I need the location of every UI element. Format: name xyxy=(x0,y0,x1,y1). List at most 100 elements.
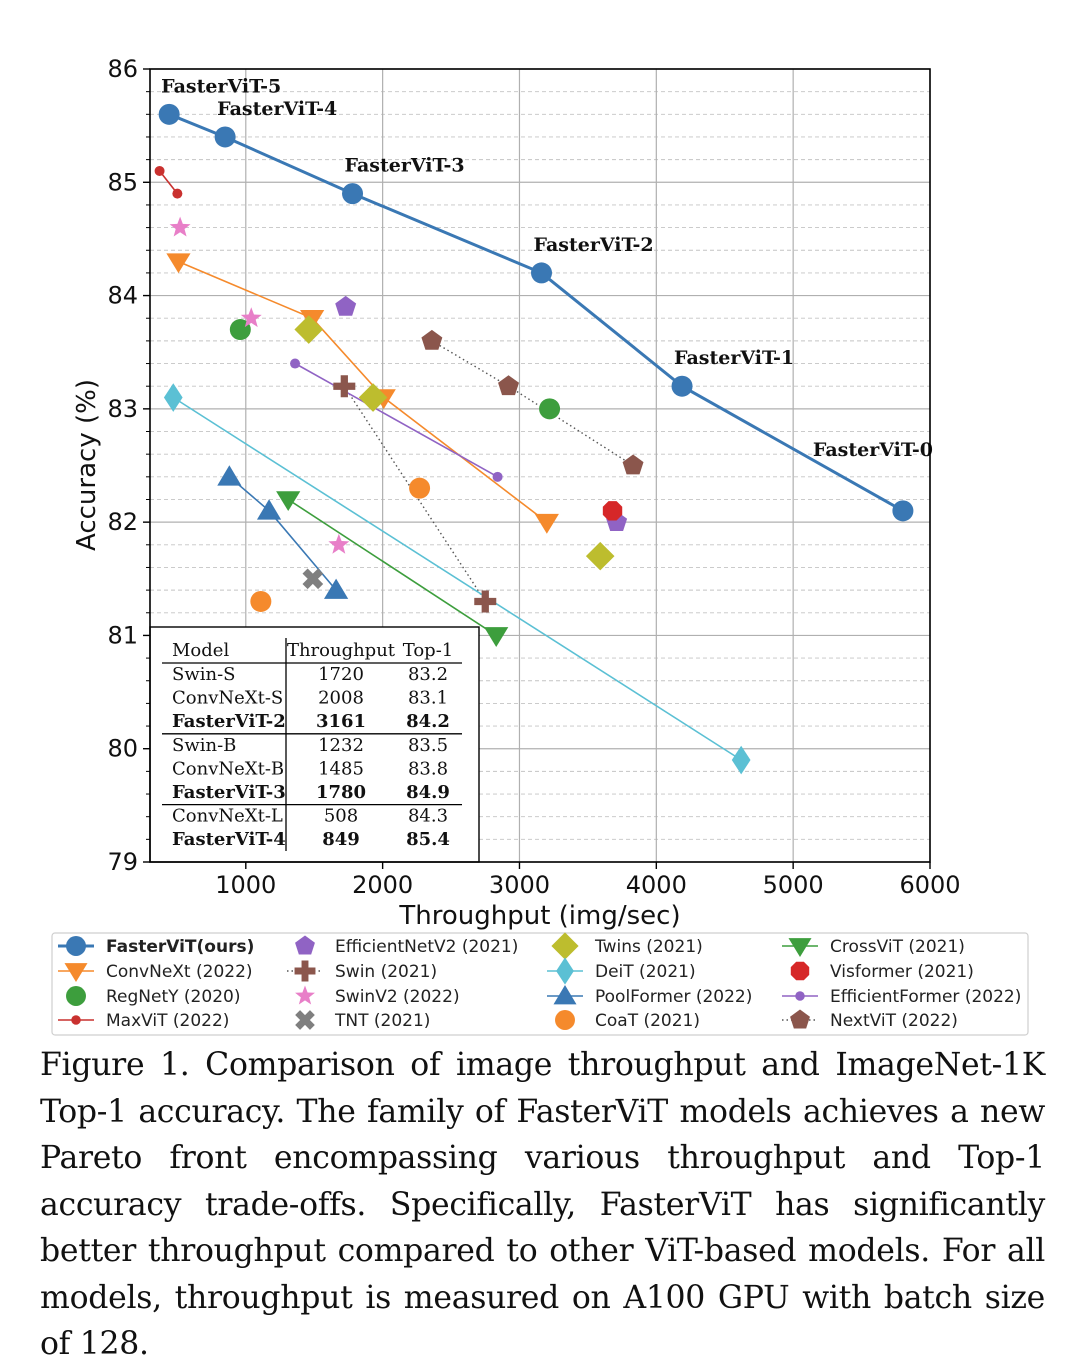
table-box xyxy=(149,626,480,863)
table-cell: 83.2 xyxy=(408,664,448,685)
x-tick-label: 6000 xyxy=(899,871,960,899)
poolformer-point xyxy=(324,578,349,599)
tnt-point-shape xyxy=(302,568,324,590)
table-row: FasterViT-2 3161 84.2 xyxy=(172,711,450,732)
table-cell: FasterViT-2 xyxy=(172,711,286,732)
table-row: ConvNeXt-B 1485 83.8 xyxy=(172,758,448,779)
legend-marker xyxy=(556,957,574,985)
comparison-table: Model Throughput Top-1 Swin-S 1720 83.2 ConvNe… xyxy=(149,626,480,863)
convnext-point xyxy=(166,253,191,274)
legend-label: NextViT (2022) xyxy=(830,1011,958,1031)
legend-label: SwinV2 (2022) xyxy=(335,987,460,1007)
efficientformer-point xyxy=(290,358,301,369)
fastervit-point xyxy=(158,103,180,125)
legend-item: SwinV2 (2022) xyxy=(295,985,460,1007)
nextvit-point xyxy=(622,454,644,475)
point-label: FasterViT-0 xyxy=(813,439,933,461)
legend-item: CoaT (2021) xyxy=(555,1010,700,1031)
point-label: FasterViT-2 xyxy=(534,234,654,256)
efficientformer-line xyxy=(294,362,498,478)
table-cell: 1780 xyxy=(316,782,366,803)
table-row: FasterViT-4 849 85.4 xyxy=(172,829,450,850)
table-row: ConvNeXt-L 508 84.3 xyxy=(172,806,448,827)
legend-item: NextViT (2022) xyxy=(782,1009,958,1031)
fastervit-point xyxy=(671,375,693,397)
point-label: FasterViT-1 xyxy=(674,347,794,369)
table-header-cell: Model xyxy=(172,640,229,661)
table-row: Swin-S 1720 83.2 xyxy=(172,664,448,685)
table-cell: 849 xyxy=(322,829,360,850)
legend-marker xyxy=(295,935,315,955)
table-cell: FasterViT-4 xyxy=(172,829,286,850)
y-tick-label: 79 xyxy=(107,848,138,876)
table-header-cell: Top-1 xyxy=(403,640,454,661)
table-header: Model Throughput Top-1 xyxy=(172,640,453,661)
efficientformer-point xyxy=(492,471,503,482)
legend-marker xyxy=(551,932,579,960)
maxvit-point xyxy=(172,188,183,199)
legend-label: Swin (2021) xyxy=(335,962,437,982)
convnext-line xyxy=(178,260,548,523)
x-tick-label: 5000 xyxy=(763,871,824,899)
table-row: Swin-B 1232 83.5 xyxy=(172,735,448,756)
legend-marker xyxy=(790,961,810,981)
legend-label: CrossViT (2021) xyxy=(830,937,965,957)
legend-item: PoolFormer (2022) xyxy=(547,985,752,1007)
coat-point xyxy=(409,477,431,499)
regnety-point xyxy=(539,398,561,420)
legend-marker xyxy=(295,1010,315,1030)
point-label: FasterViT-5 xyxy=(161,75,281,97)
axis-ticks: 79 80 81 82 83 84 85 86 1000 2000 3000 4000 5000 6000 xyxy=(107,55,960,899)
table-cell: 84.2 xyxy=(406,711,450,732)
table-cell: 508 xyxy=(324,806,358,827)
swin-point xyxy=(333,375,356,398)
swinv2-point xyxy=(169,216,191,237)
legend-label: RegNetY (2020) xyxy=(106,987,240,1007)
nextvit-point xyxy=(421,329,443,350)
fastervit-point xyxy=(892,500,914,522)
twins-point xyxy=(585,541,615,571)
y-tick-label: 82 xyxy=(107,508,138,536)
coat-point xyxy=(250,590,272,612)
table-cell: 85.4 xyxy=(406,829,450,850)
legend-item: CrossViT (2021) xyxy=(782,937,965,957)
crossvit-line xyxy=(287,498,497,637)
tnt-point xyxy=(302,568,324,590)
table-cell: Swin-S xyxy=(172,664,236,685)
twins-point xyxy=(294,315,324,344)
deit-line xyxy=(172,396,742,761)
y-tick-label: 81 xyxy=(107,621,138,649)
deit-point xyxy=(731,745,751,775)
table-cell: 1232 xyxy=(318,735,364,756)
table-row: FasterViT-3 1780 84.9 xyxy=(172,782,450,803)
maxvit-point xyxy=(154,165,165,176)
table-cell: ConvNeXt-B xyxy=(172,758,284,779)
table-cell: 3161 xyxy=(316,711,366,732)
legend-marker xyxy=(66,936,86,956)
legend-marker xyxy=(795,991,805,1001)
crossvit-point xyxy=(484,627,509,647)
legend-item: DeiT (2021) xyxy=(547,957,696,985)
legend-label: CoaT (2021) xyxy=(595,1011,700,1031)
x-axis-label: Throughput (img/sec) xyxy=(398,901,680,931)
legend-label: MaxViT (2022) xyxy=(106,1011,229,1031)
legend-marker xyxy=(295,985,315,1005)
swin-point xyxy=(474,590,497,613)
legend-item: MaxViT (2022) xyxy=(58,1011,229,1031)
legend-item: EfficientNetV2 (2021) xyxy=(295,935,518,957)
y-tick-label: 86 xyxy=(107,55,138,83)
table-cell: 83.5 xyxy=(408,735,448,756)
legend-item: Twins (2021) xyxy=(551,932,703,960)
legend-marker xyxy=(71,1015,81,1025)
regnety-point xyxy=(229,319,251,341)
legend-item: FasterViT(ours) xyxy=(58,936,254,957)
table-cell: 83.8 xyxy=(408,758,448,779)
poolformer-point xyxy=(256,499,282,520)
legend-label: Twins (2021) xyxy=(594,937,703,957)
legend-label: DeiT (2021) xyxy=(595,962,696,982)
legend-marker xyxy=(553,985,577,1005)
legend-item: Swin (2021) xyxy=(287,960,437,982)
crossvit-point xyxy=(276,491,301,512)
x-tick-label: 3000 xyxy=(489,871,550,899)
table-cell: ConvNeXt-L xyxy=(172,806,283,827)
